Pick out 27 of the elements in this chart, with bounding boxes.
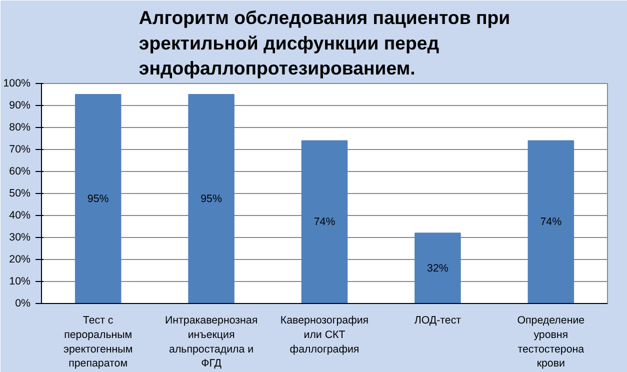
x-tick-label: ЛОД-тест: [414, 314, 462, 326]
bar: [301, 140, 348, 304]
data-label: 74%: [314, 216, 336, 228]
y-tick-label: 90%: [9, 100, 32, 112]
bar: [74, 94, 122, 304]
bar: [528, 140, 574, 304]
data-label: 32%: [427, 262, 449, 274]
y-tick-label: 50%: [9, 188, 32, 200]
y-tick-label: 60%: [9, 166, 32, 178]
y-tick-label: 10%: [9, 276, 32, 288]
data-label: 95%: [200, 193, 222, 205]
y-tick-label: 80%: [9, 122, 32, 134]
data-label: 95%: [87, 193, 110, 205]
bar: [414, 232, 461, 304]
y-tick-label: 40%: [9, 210, 32, 222]
y-tick-label: 20%: [9, 254, 32, 266]
x-tick-label: Кавернозография или СКТ фаллография: [280, 314, 369, 356]
chart-title: Алгоритм обследования пациентов при эректильной дисфункции перед эндофаллопротезированием.: [138, 7, 510, 78]
x-tick-label: Определение уровня тестостерона крови: [517, 314, 585, 370]
y-tick-label: 0%: [15, 298, 32, 310]
bar: [188, 94, 234, 304]
x-tick-label: Интракавернозная инъекция альпростадила и ФГД: [164, 314, 258, 370]
y-tick-label: 70%: [9, 144, 32, 156]
data-label: 74%: [540, 216, 562, 228]
x-tick-label: Тест с пероральным эректогенным препаратом: [64, 314, 133, 370]
y-tick-label: 30%: [9, 232, 32, 244]
y-tick-label: 100%: [3, 78, 32, 90]
